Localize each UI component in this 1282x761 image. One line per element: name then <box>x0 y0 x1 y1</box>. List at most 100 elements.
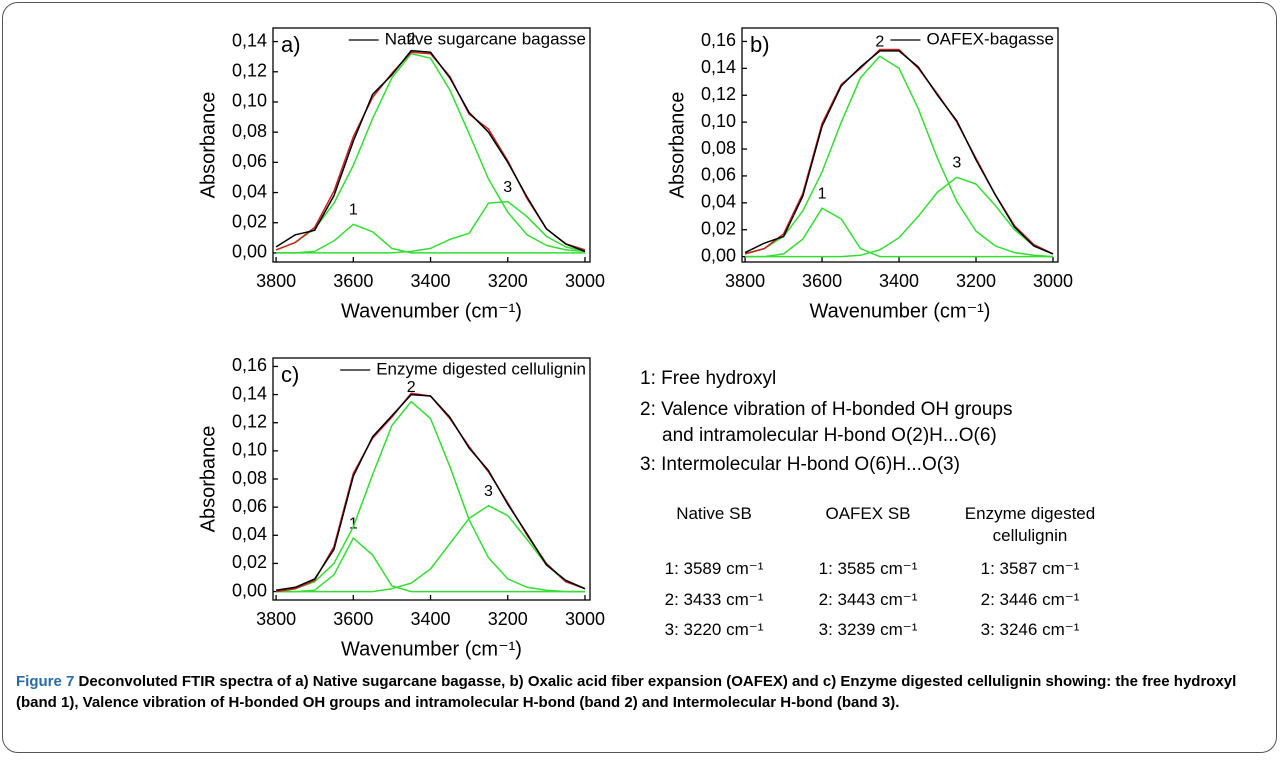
y-tick-label: 0,14 <box>232 383 267 403</box>
y-tick-label: 0,10 <box>232 91 267 111</box>
spectrum-line <box>275 49 586 253</box>
x-tick-label: 3200 <box>956 271 996 291</box>
table-cell: 3: 3220 cm⁻¹ <box>664 620 764 639</box>
x-tick-label: 3600 <box>802 271 842 291</box>
x-tick-label: 3200 <box>488 609 528 629</box>
caption-label: Figure 7 <box>16 673 75 690</box>
y-axis-label: Absorbance <box>197 426 219 533</box>
band-label: 2 <box>875 33 884 50</box>
y-tick-label: 0,06 <box>232 151 267 171</box>
y-tick-label: 0,08 <box>232 468 267 488</box>
x-axis-label: Wavenumber (cm⁻¹) <box>810 300 991 322</box>
band-label: 3 <box>952 154 961 171</box>
x-tick-label: 3800 <box>256 271 296 291</box>
spectrum-line <box>275 392 586 593</box>
y-tick-label: 0,12 <box>701 84 736 104</box>
x-tick-label: 3200 <box>488 271 528 291</box>
x-tick-label: 3600 <box>333 271 373 291</box>
y-axis-label: Absorbance <box>197 92 219 199</box>
x-tick-label: 3400 <box>879 271 919 291</box>
y-tick-label: 0,14 <box>701 57 736 77</box>
panel-label: c) <box>281 362 299 387</box>
spectrum-line <box>276 223 585 254</box>
spectrum-line <box>276 200 586 254</box>
table-header: Native SB <box>676 504 752 523</box>
table-header: Enzyme digested cellulignin <box>964 504 1096 545</box>
plot-frame <box>272 357 591 601</box>
spectrum-line <box>275 51 586 251</box>
spectrum-line <box>275 52 586 253</box>
y-tick-label: 0,02 <box>232 552 267 572</box>
x-tick-label: 3000 <box>565 609 605 629</box>
table-cell: 1: 3589 cm⁻¹ <box>664 559 764 578</box>
table-cell: 1: 3585 cm⁻¹ <box>818 559 918 578</box>
y-tick-label: 0,16 <box>701 30 736 50</box>
x-axis-label: Wavenumber (cm⁻¹) <box>341 638 522 660</box>
spectrum-line <box>276 504 586 593</box>
y-tick-label: 0,08 <box>701 138 736 158</box>
x-tick-label: 3400 <box>411 271 451 291</box>
y-tick-label: 0,06 <box>701 165 736 185</box>
panel-label: b) <box>750 32 770 57</box>
legend-label: Native sugarcane bagasse <box>385 29 586 48</box>
band-label: 1 <box>349 201 358 218</box>
table-cell: 2: 3443 cm⁻¹ <box>818 590 918 609</box>
legend-label: OAFEX-bagasse <box>926 29 1054 48</box>
caption-text: Deconvoluted FTIR spectra of a) Native s… <box>16 673 1237 711</box>
table-cell: 2: 3433 cm⁻¹ <box>664 590 764 609</box>
y-tick-label: 0,04 <box>701 192 736 212</box>
y-tick-label: 0,06 <box>232 496 267 516</box>
y-tick-label: 0,02 <box>232 211 267 231</box>
y-tick-label: 0,04 <box>232 524 267 544</box>
y-tick-label: 0,08 <box>232 121 267 141</box>
table-header: OAFEX SB <box>825 504 911 523</box>
y-tick-label: 0,12 <box>232 411 267 431</box>
band-label: 2 <box>407 379 416 396</box>
y-tick-label: 0,10 <box>232 440 267 460</box>
x-tick-label: 3400 <box>411 609 451 629</box>
x-tick-label: 3800 <box>256 609 296 629</box>
y-axis-label: Absorbance <box>666 92 688 199</box>
y-tick-label: 0,10 <box>701 111 736 131</box>
spectrum-line <box>276 537 585 593</box>
table-cell: 2: 3446 cm⁻¹ <box>980 590 1080 609</box>
legend-label: Enzyme digested cellulignin <box>376 359 586 378</box>
y-tick-label: 0,00 <box>701 245 736 265</box>
x-tick-label: 3600 <box>333 609 373 629</box>
plot-frame <box>272 27 591 263</box>
spectrum-line <box>275 393 586 591</box>
spectrum-line <box>745 207 1053 258</box>
caption: Figure 7 Deconvoluted FTIR spectra of a)… <box>16 671 1266 713</box>
band-label: 1 <box>349 515 358 532</box>
y-tick-label: 0,12 <box>232 61 267 81</box>
band-note: 3: Intermolecular H-bond O(6)H...O(3) <box>640 454 960 475</box>
x-axis-label: Wavenumber (cm⁻¹) <box>341 300 522 322</box>
x-tick-label: 3000 <box>1033 271 1073 291</box>
x-tick-label: 3000 <box>565 271 605 291</box>
band-note: 1: Free hydroxyl <box>640 368 777 389</box>
y-tick-label: 0,04 <box>232 181 267 201</box>
panel-label: a) <box>281 32 301 57</box>
y-tick-label: 0,14 <box>232 30 267 50</box>
band-label: 1 <box>818 185 827 202</box>
spectrum-line <box>744 55 1054 258</box>
y-tick-label: 0,00 <box>232 242 267 262</box>
band-label: 3 <box>484 483 493 500</box>
y-tick-label: 0,00 <box>232 580 267 600</box>
spectrum-line <box>744 48 1054 255</box>
table-cell: 3: 3246 cm⁻¹ <box>980 620 1080 639</box>
band-label: 2 <box>407 31 416 48</box>
table-cell: 3: 3239 cm⁻¹ <box>818 620 918 639</box>
plot-frame <box>741 27 1059 263</box>
spectrum-line <box>744 50 1054 255</box>
spectrum-line <box>275 400 585 593</box>
table-cell: 1: 3587 cm⁻¹ <box>980 559 1080 578</box>
band-label: 3 <box>503 179 512 196</box>
band-note: and intramolecular H-bond O(2)H...O(6) <box>662 425 997 446</box>
y-tick-label: 0,02 <box>701 218 736 238</box>
spectrum-line <box>745 176 1054 258</box>
y-tick-label: 0,16 <box>232 355 267 375</box>
